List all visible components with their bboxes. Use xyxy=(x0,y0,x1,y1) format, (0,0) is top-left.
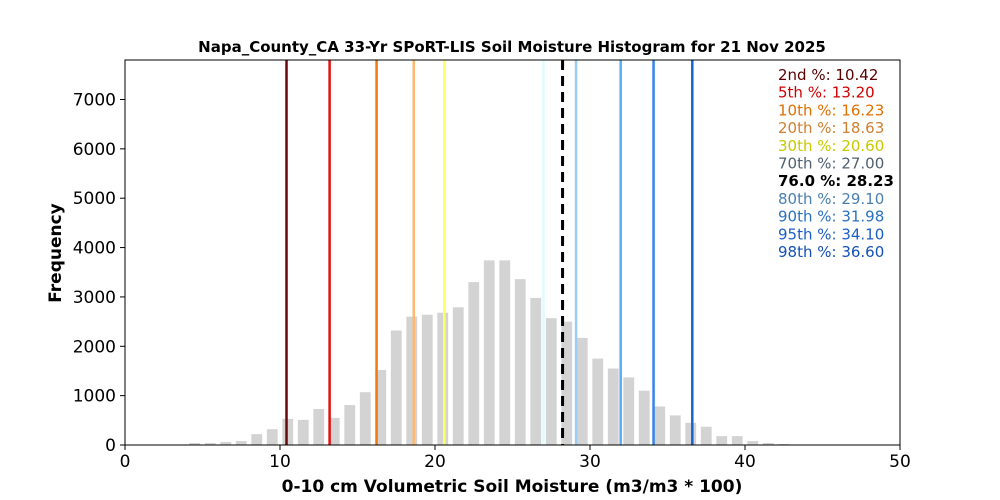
histogram-bar xyxy=(266,429,278,445)
legend-entry: 80th %: 29.10 xyxy=(778,190,884,208)
x-tick-label: 30 xyxy=(579,452,601,472)
histogram-bar xyxy=(437,312,449,445)
histogram-bar xyxy=(375,369,387,445)
chart-title: Napa_County_CA 33-Yr SPoRT-LIS Soil Mois… xyxy=(198,38,826,56)
histogram-bar xyxy=(421,314,433,445)
histogram-bar xyxy=(204,443,216,445)
x-tick-label: 20 xyxy=(424,452,446,472)
histogram-bar xyxy=(313,408,325,445)
histogram-bar xyxy=(297,419,309,445)
histogram-bar xyxy=(189,443,201,445)
histogram-bar xyxy=(731,436,743,445)
legend-entry: 76.0 %: 28.23 xyxy=(778,172,894,190)
histogram-bar xyxy=(251,434,263,445)
histogram-bar xyxy=(716,436,728,445)
histogram-bar xyxy=(607,368,619,445)
y-tick-label: 0 xyxy=(105,436,116,456)
histogram-bar xyxy=(685,422,697,445)
y-tick-label: 4000 xyxy=(73,239,116,259)
legend-entry: 10th %: 16.23 xyxy=(778,101,884,119)
histogram-bar xyxy=(468,282,480,445)
histogram-bar xyxy=(514,279,526,445)
histogram-bar xyxy=(654,406,666,445)
y-axis-label: Frequency xyxy=(46,203,66,303)
x-tick-label: 50 xyxy=(889,452,911,472)
x-tick-label: 0 xyxy=(120,452,131,472)
legend-entry: 90th %: 31.98 xyxy=(778,208,884,226)
histogram-bar xyxy=(669,415,681,445)
y-tick-label: 3000 xyxy=(73,288,116,308)
histogram-bar xyxy=(623,377,635,445)
legend-entry: 70th %: 27.00 xyxy=(778,155,884,173)
y-tick-label: 2000 xyxy=(73,337,116,357)
histogram-bar xyxy=(452,307,464,445)
legend-entry: 20th %: 18.63 xyxy=(778,119,884,137)
x-axis-label: 0-10 cm Volumetric Soil Moisture (m3/m3 … xyxy=(282,477,743,497)
histogram-bar xyxy=(499,260,511,445)
y-tick-label: 5000 xyxy=(73,189,116,209)
histogram-bar xyxy=(747,441,759,445)
histogram-bar xyxy=(576,337,588,445)
histogram-bar xyxy=(700,426,712,445)
histogram-bar xyxy=(235,441,247,445)
histogram-bar xyxy=(762,443,774,445)
histogram-bar xyxy=(328,417,340,445)
histogram-bar xyxy=(483,260,495,445)
histogram-bar xyxy=(561,321,573,445)
histogram-bar xyxy=(220,442,232,445)
legend-entry: 30th %: 20.60 xyxy=(778,137,884,155)
histogram-bar xyxy=(344,405,356,445)
histogram-bar xyxy=(359,392,371,445)
x-tick-label: 40 xyxy=(734,452,756,472)
y-tick-label: 7000 xyxy=(73,90,116,110)
histogram-bar xyxy=(390,330,402,445)
y-tick-label: 6000 xyxy=(73,140,116,160)
legend-entry: 98th %: 36.60 xyxy=(778,243,884,261)
histogram-bar xyxy=(530,297,542,445)
histogram-bar xyxy=(592,358,604,445)
y-tick-label: 1000 xyxy=(73,387,116,407)
legend-entry: 5th %: 13.20 xyxy=(778,84,875,102)
histogram-bar xyxy=(406,316,418,445)
histogram-bar xyxy=(638,390,650,445)
histogram-bar xyxy=(545,318,557,445)
legend-entry: 95th %: 34.10 xyxy=(778,225,884,243)
legend-entry: 2nd %: 10.42 xyxy=(778,66,878,84)
plot-frame xyxy=(124,59,901,446)
x-tick-label: 10 xyxy=(269,452,291,472)
